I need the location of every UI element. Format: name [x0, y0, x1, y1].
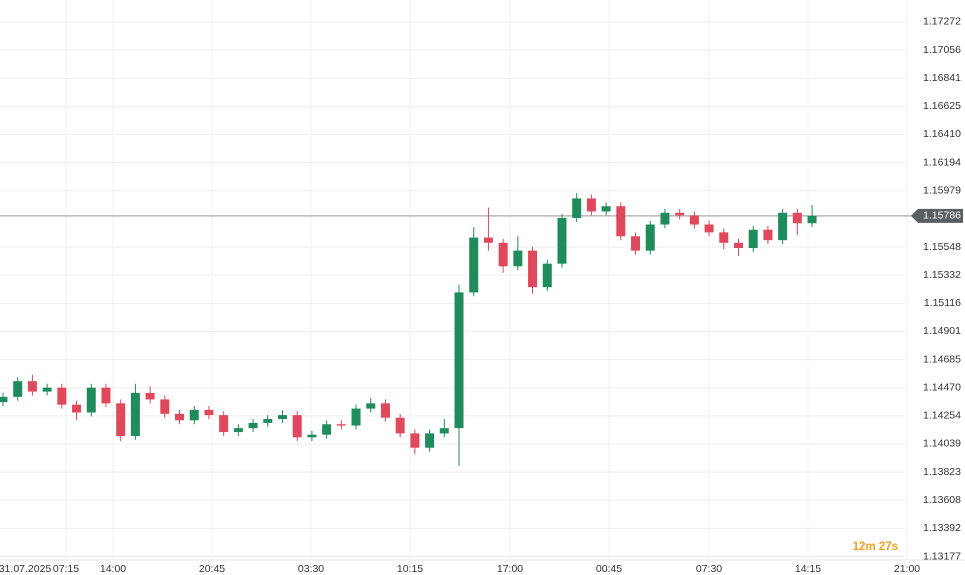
y-tick-label: 1.16841: [923, 72, 961, 84]
candle-body: [0, 396, 8, 403]
x-tick-label: 31.07.2025: [0, 563, 51, 575]
candle-body: [689, 215, 699, 225]
candle-body: [586, 198, 596, 212]
candle-body: [528, 250, 538, 288]
candle-body: [439, 428, 449, 434]
candle-body: [72, 404, 82, 413]
x-tick-label: 07:30: [696, 563, 722, 575]
y-tick-label: 1.17056: [923, 44, 961, 56]
candle-body: [616, 206, 626, 237]
y-tick-label: 1.13608: [923, 494, 961, 506]
candle-body: [277, 415, 287, 420]
y-tick-label: 1.15979: [923, 184, 961, 196]
candle-body: [13, 381, 23, 397]
candle-body: [763, 229, 773, 241]
x-tick-label: 17:00: [497, 563, 523, 575]
y-tick-label: 1.13392: [923, 522, 961, 534]
candle-body: [322, 424, 332, 435]
candle-body: [572, 198, 582, 218]
candle-body: [645, 224, 655, 251]
y-tick-label: 1.14254: [923, 410, 961, 422]
candle-body: [175, 413, 185, 421]
y-tick-label: 1.15548: [923, 241, 961, 253]
y-tick-label: 1.13177: [923, 550, 961, 562]
candle-body: [792, 212, 802, 224]
candle-body: [351, 408, 361, 426]
candle-body: [248, 422, 258, 429]
candle-body: [116, 403, 126, 436]
y-tick-label: 1.16625: [923, 100, 961, 112]
x-tick-label: 10:15: [397, 563, 423, 575]
y-tick-label: 1.14470: [923, 381, 961, 393]
candle-body: [395, 417, 405, 434]
candle-body: [734, 242, 743, 249]
candle-body: [160, 399, 170, 414]
countdown: 12m 27s: [853, 541, 898, 553]
y-tick-label: 1.16410: [923, 128, 961, 140]
candle-body: [42, 387, 52, 392]
candle-body: [380, 403, 390, 418]
x-tick-label: 14:15: [795, 563, 821, 575]
x-tick-label: 20:45: [199, 563, 225, 575]
candle-body: [27, 381, 37, 392]
candle-body: [219, 415, 229, 433]
candle-body: [366, 403, 376, 409]
candle-body: [778, 212, 788, 241]
y-tick-label: 1.16194: [923, 156, 961, 168]
candle-body: [631, 236, 641, 251]
x-tick-label: 07:15: [53, 563, 79, 575]
candle-body: [307, 434, 317, 438]
candle-body: [542, 263, 552, 288]
y-tick-label: 1.17272: [923, 16, 961, 28]
x-tick-label: 00:45: [596, 563, 622, 575]
candle-body: [675, 212, 685, 216]
x-tick-label: 14:00: [100, 563, 126, 575]
candle-body: [601, 206, 611, 212]
candle-body: [660, 212, 670, 225]
candle-body: [483, 237, 493, 243]
candle-body: [469, 237, 479, 293]
y-tick-label: 1.15332: [923, 269, 961, 281]
candle-body: [86, 387, 96, 413]
y-tick-label: 1.13823: [923, 466, 961, 478]
candle-body: [336, 424, 346, 426]
candle-body: [145, 392, 155, 400]
candle-body: [204, 409, 214, 416]
y-tick-label: 1.14039: [923, 438, 961, 450]
y-tick-label: 1.14685: [923, 353, 961, 365]
candle-body: [263, 419, 273, 423]
candle-body: [292, 415, 302, 438]
candle-body: [101, 387, 111, 404]
candle-body: [557, 217, 567, 264]
candle-body: [807, 215, 817, 224]
candle-body: [748, 229, 758, 249]
x-tick-label: 21:00: [894, 563, 920, 575]
candle-body: [425, 433, 435, 448]
candle-body: [498, 242, 508, 267]
x-tick-label: 03:30: [298, 563, 324, 575]
candle-body: [57, 387, 67, 405]
candle-body: [233, 428, 243, 433]
candle-body: [410, 433, 420, 448]
candle-body: [189, 409, 199, 421]
candle-body: [454, 292, 464, 429]
candle-body: [513, 250, 523, 267]
y-tick-label: 1.15116: [924, 297, 961, 309]
candle-body: [704, 224, 714, 233]
price-tag-label: 1.15786: [923, 210, 961, 222]
candle-body: [130, 392, 140, 436]
y-tick-label: 1.14901: [923, 325, 961, 337]
price-tag: [911, 208, 963, 223]
candle-body: [719, 232, 729, 243]
